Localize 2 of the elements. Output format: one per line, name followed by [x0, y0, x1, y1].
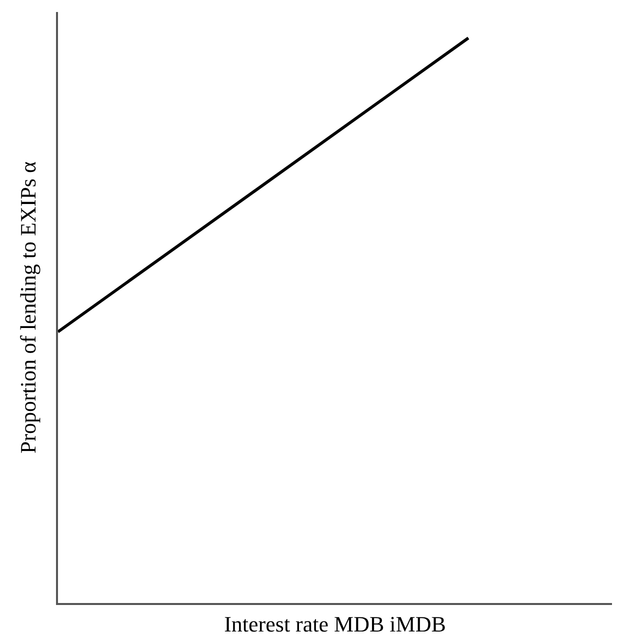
y-axis-title: Proportion of lending to EXIPs α: [16, 161, 41, 454]
x-axis-title: Interest rate MDB iMDB: [224, 612, 446, 637]
